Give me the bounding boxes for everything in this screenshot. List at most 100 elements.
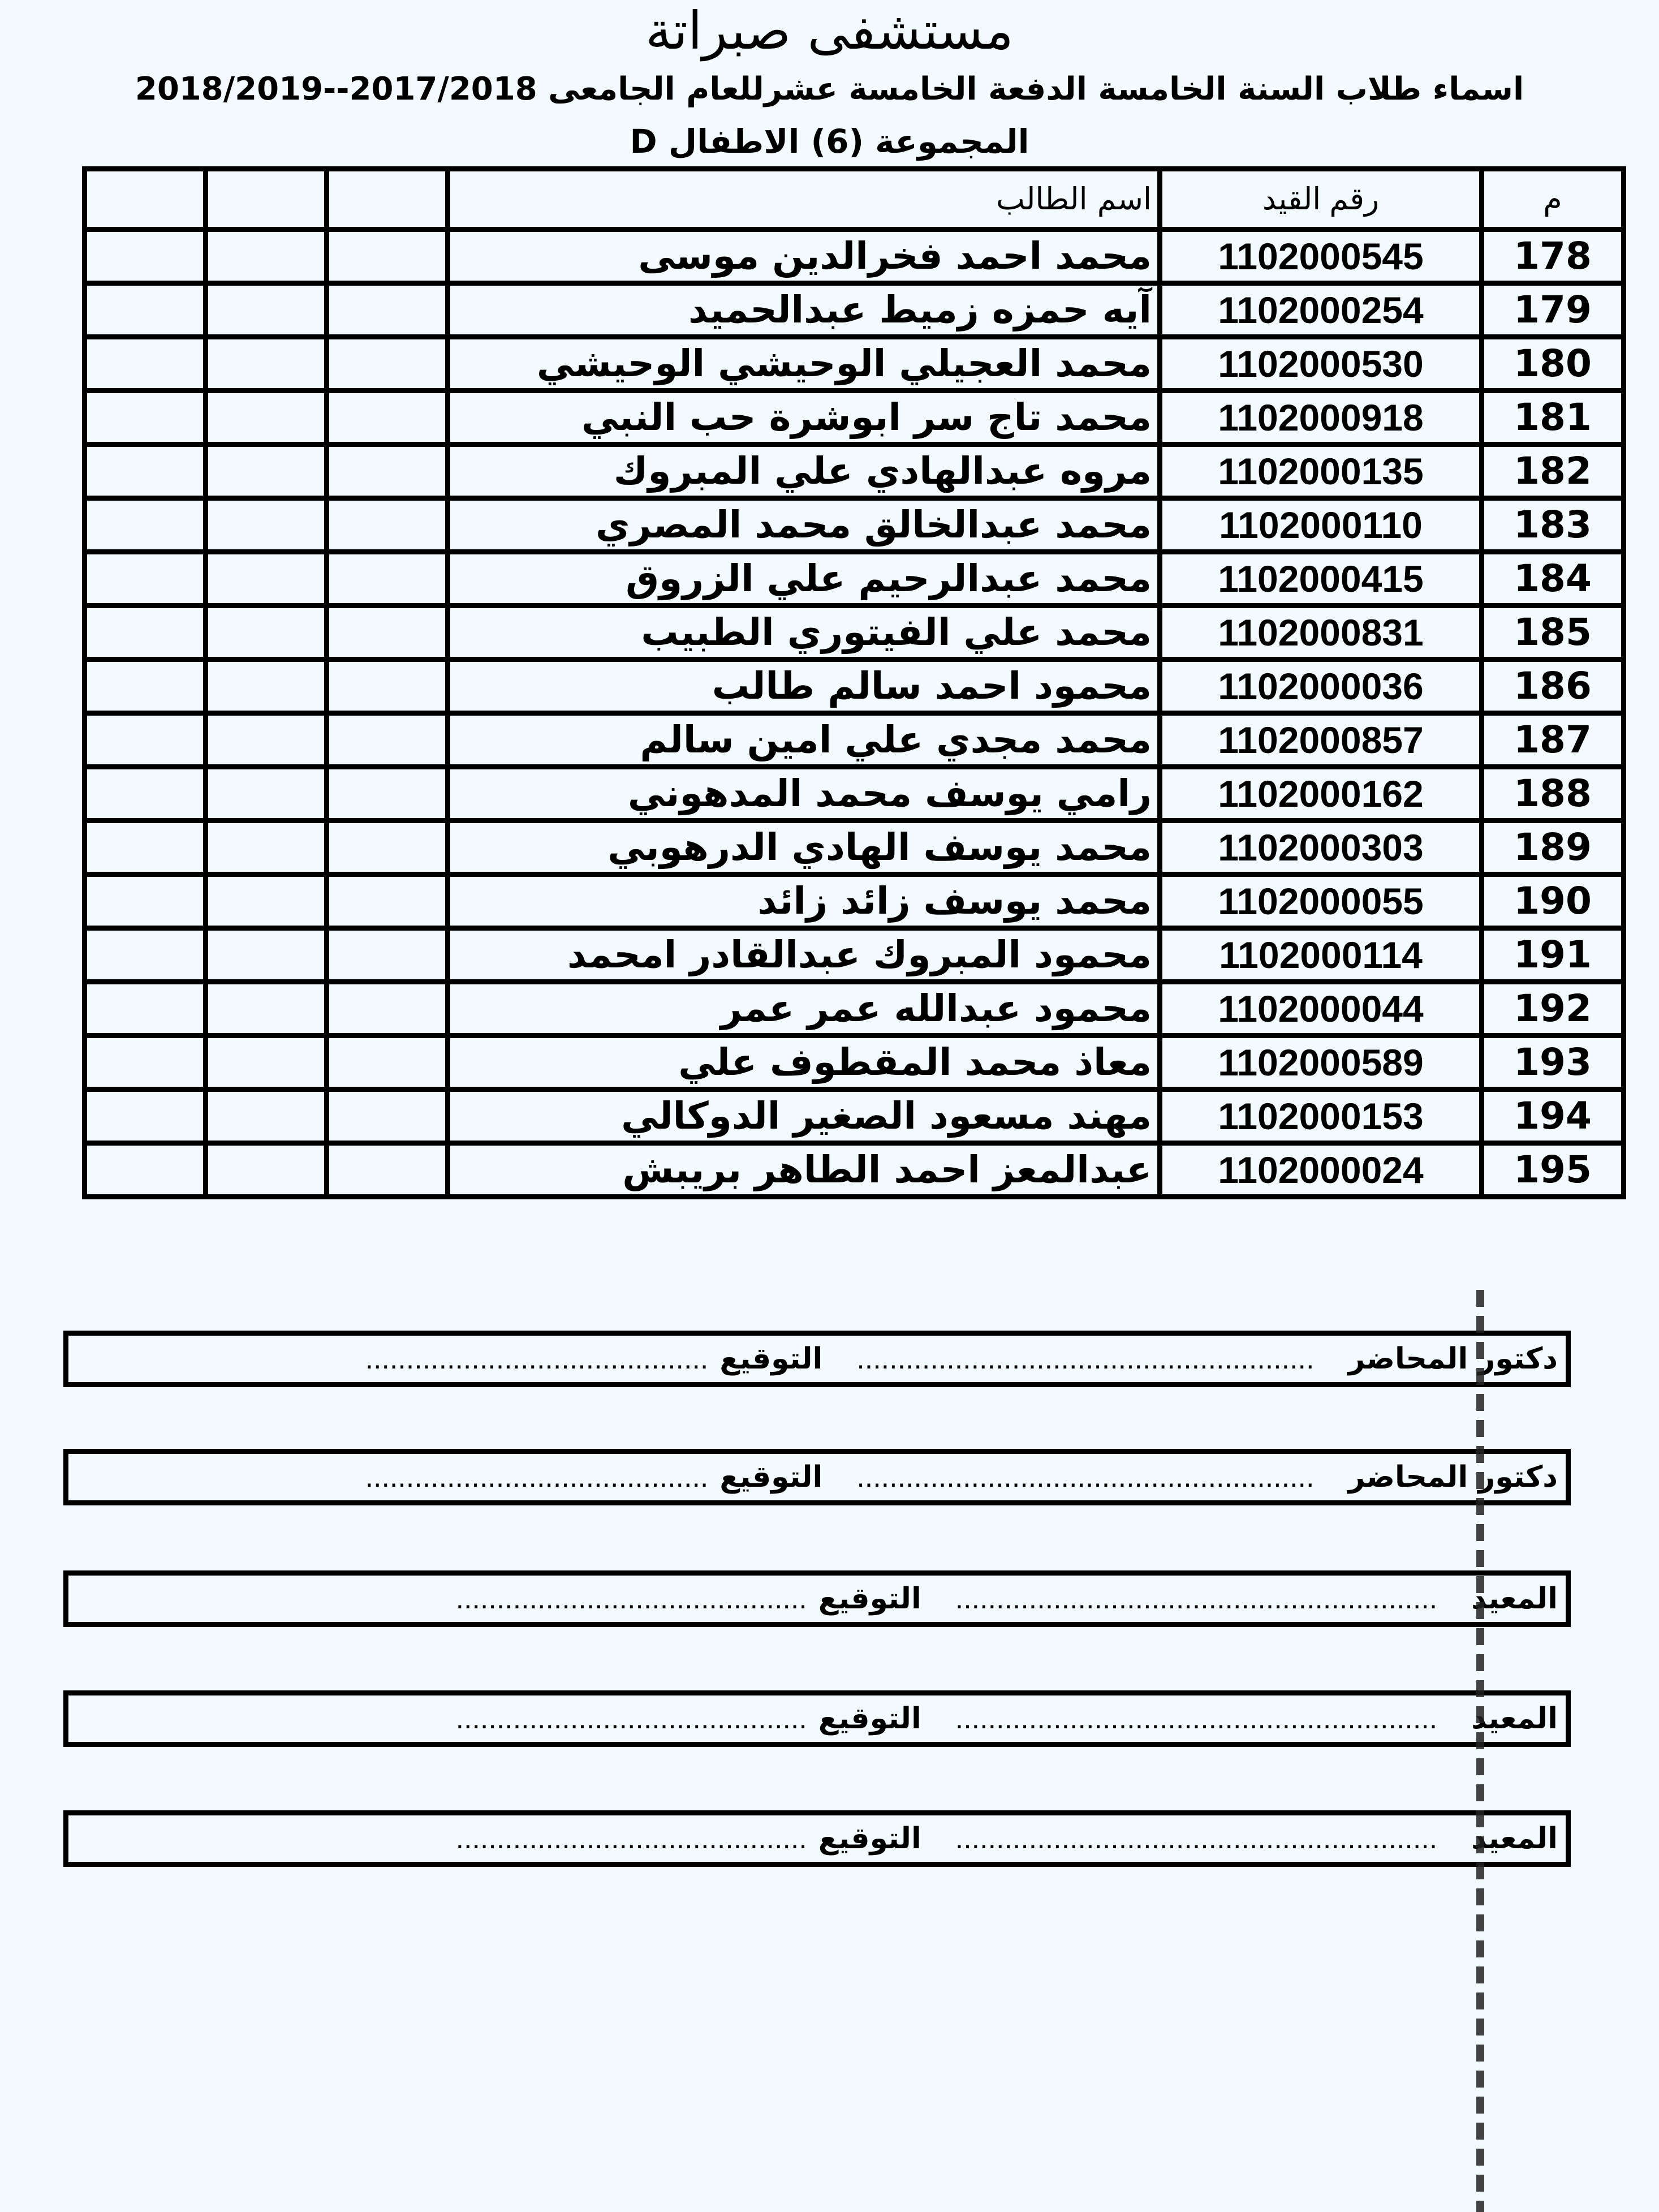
student-name: محمود المبروك عبدالقادر امحمد	[445, 926, 1162, 984]
blank-cell	[82, 657, 208, 716]
table-row: 187 1102000857 محمد مجدي علي امين سالم	[82, 711, 1626, 769]
row-number: 192	[1479, 979, 1626, 1038]
registration-number: 1102000857	[1157, 711, 1484, 769]
signature-box: المعيد..................................…	[63, 1570, 1571, 1627]
blank-cell	[82, 603, 208, 662]
blank-cell	[203, 496, 329, 554]
student-name: محمد مجدي علي امين سالم	[445, 711, 1162, 769]
signer-label: المعيد	[1471, 1582, 1558, 1616]
blank-cell	[203, 1141, 329, 1199]
student-name: آيه حمزه زميط عبدالحميد	[445, 281, 1162, 339]
name-line: ........................................…	[955, 1702, 1438, 1735]
student-name: محمد احمد فخرالدين موسى	[445, 227, 1162, 286]
registration-number: 1102000254	[1157, 281, 1484, 339]
student-name: محمد عبدالرحيم علي الزروق	[445, 549, 1162, 608]
student-name: محمد العجيلي الوحيشي الوحيشي	[445, 334, 1162, 393]
blank-cell	[82, 388, 208, 447]
registration-number: 1102000589	[1157, 1033, 1484, 1092]
blank-cell	[82, 227, 208, 286]
blank-cell	[324, 764, 450, 823]
blank-cell	[324, 603, 450, 662]
student-name: محمد يوسف الهادي الدرهوبي	[445, 818, 1162, 877]
column-header-number: م	[1479, 166, 1626, 232]
name-line: ........................................…	[955, 1822, 1438, 1855]
blank-cell	[324, 711, 450, 769]
column-header-blank	[82, 166, 208, 232]
row-number: 187	[1479, 711, 1626, 769]
student-roster-table: م رقم القيد اسم الطالب 178 1102000545 محمد…	[82, 166, 1626, 1199]
row-number: 188	[1479, 764, 1626, 823]
registration-number: 1102000114	[1157, 926, 1484, 984]
blank-cell	[82, 334, 208, 393]
blank-cell	[324, 818, 450, 877]
row-number: 182	[1479, 442, 1626, 501]
blank-cell	[324, 1141, 450, 1199]
blank-cell	[203, 388, 329, 447]
table-row: 183 1102000110 محمد عبدالخالق محمد المصري	[82, 496, 1626, 554]
column-header-student-name: اسم الطالب	[445, 166, 1162, 232]
blank-cell	[203, 979, 329, 1038]
registration-number: 1102000831	[1157, 603, 1484, 662]
table-row: 184 1102000415 محمد عبدالرحيم علي الزروق	[82, 549, 1626, 608]
registration-number: 1102000110	[1157, 496, 1484, 554]
blank-cell	[82, 1141, 208, 1199]
student-name: عبدالمعز احمد الطاهر بريبش	[445, 1141, 1162, 1199]
signature-line: ........................................…	[365, 1461, 709, 1494]
row-number: 186	[1479, 657, 1626, 716]
blank-cell	[324, 227, 450, 286]
row-number: 189	[1479, 818, 1626, 877]
table-row: 181 1102000918 محمد تاج سر ابوشرة حب النبي	[82, 388, 1626, 447]
signature-label: التوقيع	[818, 1702, 921, 1736]
student-name: محمد تاج سر ابوشرة حب النبي	[445, 388, 1162, 447]
blank-cell	[324, 872, 450, 931]
row-number: 195	[1479, 1141, 1626, 1199]
student-name: محمد علي الفيتوري الطبيب	[445, 603, 1162, 662]
table-row: 178 1102000545 محمد احمد فخرالدين موسى	[82, 227, 1626, 286]
hospital-title: مستشفى صبراتة	[645, 1, 1014, 61]
blank-cell	[203, 334, 329, 393]
table-header-row: م رقم القيد اسم الطالب	[82, 166, 1626, 232]
registration-number: 1102000024	[1157, 1141, 1484, 1199]
table-body: 178 1102000545 محمد احمد فخرالدين موسى 179 1…	[82, 227, 1626, 1199]
signature-label: التوقيع	[719, 1460, 823, 1494]
scan-artifact	[1476, 1290, 1484, 2212]
column-header-blank	[324, 166, 450, 232]
registration-number: 1102000530	[1157, 334, 1484, 393]
blank-cell	[82, 711, 208, 769]
signer-label: دكتور المحاضر	[1348, 1460, 1558, 1494]
signature-box: دكتور المحاضر...........................…	[63, 1331, 1571, 1387]
column-header-blank	[203, 166, 329, 232]
row-number: 194	[1479, 1087, 1626, 1146]
signature-line: ........................................…	[455, 1822, 807, 1855]
table-row: 185 1102000831 محمد علي الفيتوري الطبيب	[82, 603, 1626, 662]
row-number: 193	[1479, 1033, 1626, 1092]
blank-cell	[203, 657, 329, 716]
row-number: 180	[1479, 334, 1626, 393]
table-row: 191 1102000114 محمود المبروك عبدالقادر امح…	[82, 926, 1626, 984]
blank-cell	[203, 603, 329, 662]
blank-cell	[82, 1033, 208, 1092]
blank-cell	[82, 872, 208, 931]
signature-box: دكتور المحاضر...........................…	[63, 1449, 1571, 1505]
blank-cell	[203, 227, 329, 286]
blank-cell	[324, 926, 450, 984]
blank-cell	[82, 442, 208, 501]
name-line: ........................................…	[856, 1461, 1315, 1494]
table-row: 195 1102000024 عبدالمعز احمد الطاهر بريبش	[82, 1141, 1626, 1199]
blank-cell	[324, 442, 450, 501]
row-number: 191	[1479, 926, 1626, 984]
registration-number: 1102000135	[1157, 442, 1484, 501]
group-heading: المجموعة (6) الاطفال D	[630, 122, 1029, 161]
signature-label: التوقيع	[719, 1342, 823, 1376]
table-row: 193 1102000589 معاذ محمد المقطوف علي	[82, 1033, 1626, 1092]
registration-number: 1102000415	[1157, 549, 1484, 608]
blank-cell	[203, 281, 329, 339]
signer-label: المعيد	[1471, 1702, 1558, 1736]
blank-cell	[82, 496, 208, 554]
table-row: 186 1102000036 محمود احمد سالم طالب	[82, 657, 1626, 716]
name-line: ........................................…	[856, 1342, 1315, 1375]
blank-cell	[324, 334, 450, 393]
signer-label: المعيد	[1471, 1822, 1558, 1856]
blank-cell	[324, 388, 450, 447]
blank-cell	[82, 926, 208, 984]
